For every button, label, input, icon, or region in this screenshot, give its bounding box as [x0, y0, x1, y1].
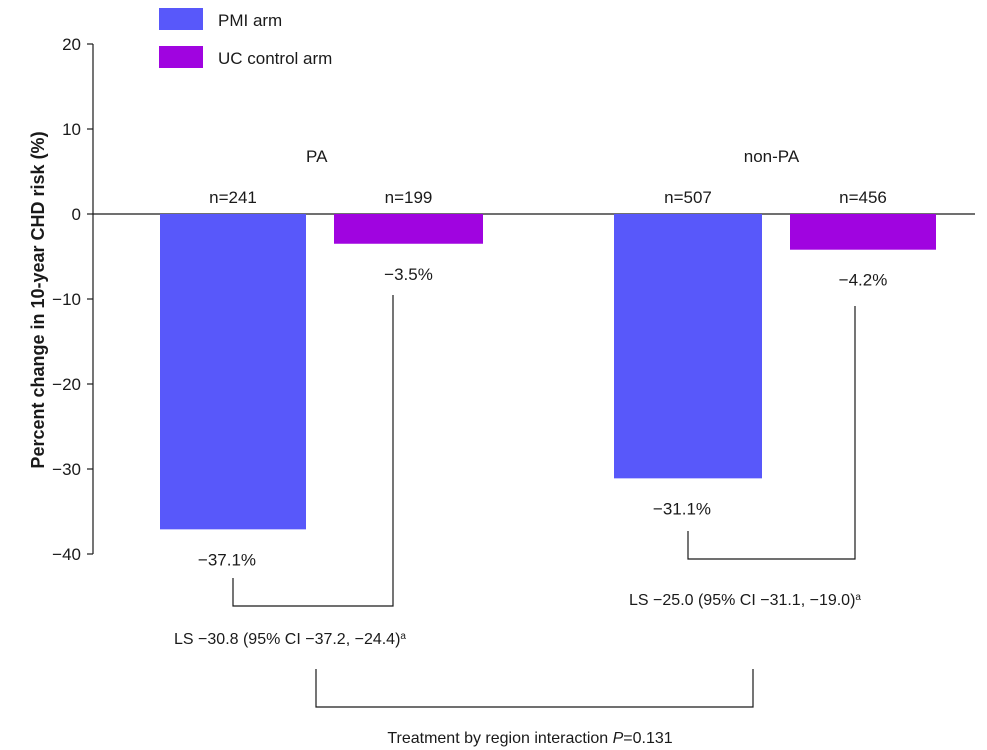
y-tick-label: 0 [72, 205, 81, 224]
bar-non-pa-uc [790, 214, 936, 250]
n-label: n=456 [839, 188, 887, 207]
annotation-interaction: Treatment by region interaction P=0.131 [387, 730, 672, 747]
bars [160, 214, 936, 530]
y-tick-label: −10 [52, 290, 81, 309]
category-label: non-PA [744, 147, 800, 166]
bar-pa-uc [334, 214, 483, 244]
value-label: −31.1% [653, 499, 711, 518]
category-label: PA [306, 147, 328, 166]
y-tick-label: −20 [52, 375, 81, 394]
n-label: n=241 [209, 188, 257, 207]
bar-non-pa-pmi [614, 214, 762, 479]
annotation-pa-comparison: LS −30.8 (95% CI −37.2, −24.4)a [174, 631, 406, 649]
y-tick-label: 10 [62, 120, 81, 139]
y-axis: 20 10 0 −10 −20 −30 −40 [52, 35, 975, 564]
legend-label: UC control arm [218, 49, 332, 68]
y-tick-label: 20 [62, 35, 81, 54]
value-label: −3.5% [384, 265, 433, 284]
value-label: −37.1% [198, 550, 256, 569]
legend-label: PMI arm [218, 11, 282, 30]
value-label: −4.2% [839, 271, 888, 290]
bar-pa-pmi [160, 214, 306, 530]
comparison-brackets [232, 295, 856, 708]
y-tick-label: −30 [52, 460, 81, 479]
bracket-pa [232, 295, 394, 607]
annotation-nonpa-comparison: LS −25.0 (95% CI −31.1, −19.0)a [629, 592, 861, 610]
n-label: n=199 [385, 188, 433, 207]
y-axis-label: Percent change in 10-year CHD risk (%) [28, 131, 48, 468]
legend-swatch [159, 46, 203, 68]
bracket-interaction [315, 669, 754, 708]
y-tick-label: −40 [52, 545, 81, 564]
bar-labels: n=241 −37.1% n=199 −3.5% PA n=507 −31.1% n=456 −… [198, 147, 887, 569]
legend-swatch [159, 8, 203, 30]
n-label: n=507 [664, 188, 712, 207]
bracket-nonpa [687, 306, 856, 560]
legend: PMI arm UC control arm [159, 8, 332, 68]
